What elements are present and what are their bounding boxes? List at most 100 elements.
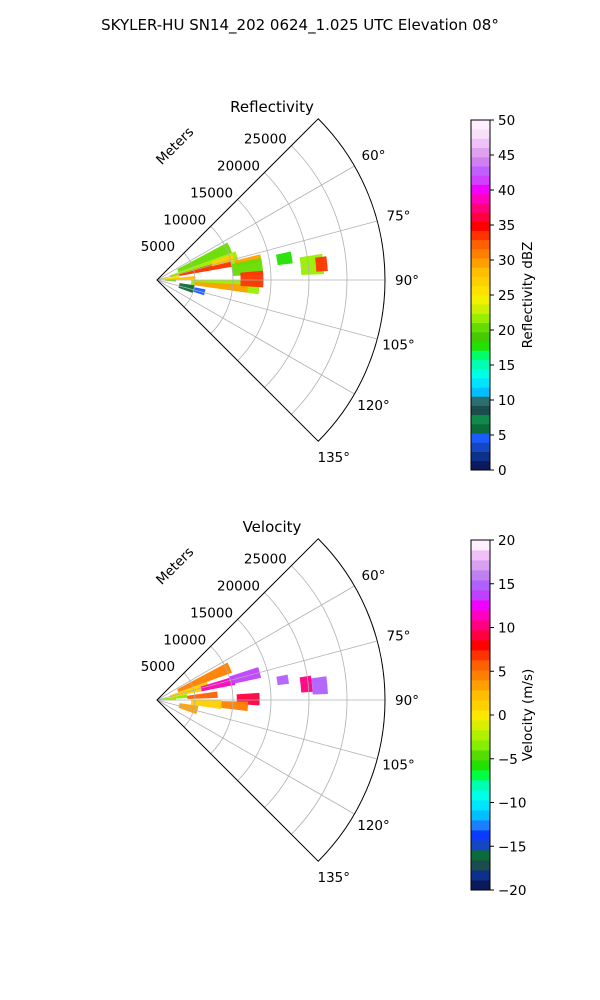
radial-tick-label: 20000: [217, 159, 260, 175]
colorbar-tick-label: −20: [498, 883, 527, 899]
colorbar-segment: [471, 368, 490, 379]
colorbar-segment: [471, 331, 490, 342]
colorbar-segment: [471, 750, 490, 761]
colorbar-segment: [471, 138, 490, 149]
colorbar-tick-label: 30: [498, 253, 515, 269]
azimuth-gridline: [156, 640, 378, 701]
colorbar-segment: [471, 690, 490, 701]
colorbar-segment: [471, 600, 490, 611]
colorbar-segment: [471, 442, 490, 452]
colorbar-segment: [471, 359, 490, 370]
colorbar-tick-label: 0: [498, 708, 507, 724]
radial-tick-label: 5000: [141, 239, 175, 255]
colorbar-segment: [471, 730, 490, 741]
radial-tick-label: 5000: [141, 659, 175, 675]
colorbar-tick-label: 45: [498, 148, 515, 164]
colorbar-tick-label: 5: [498, 428, 507, 444]
azimuth-tick-label: 120°: [357, 398, 390, 414]
colorbar-segment: [471, 740, 490, 751]
colorbar-tick-label: 50: [498, 113, 515, 129]
colorbar-segment: [471, 780, 490, 791]
azimuth-gridline: [156, 585, 355, 701]
azimuth-gridline: [156, 279, 355, 395]
radial-tick-label: 25000: [244, 552, 287, 568]
colorbar-segment: [471, 350, 490, 360]
colorbar-segment: [471, 377, 490, 388]
data-region: [210, 254, 235, 267]
colorbar-tick-label: 20: [498, 323, 515, 339]
colorbar-segment: [471, 248, 490, 259]
colorbar-segment: [471, 451, 490, 462]
colorbar-segment: [471, 830, 490, 841]
colorbar-tick-label: 10: [498, 621, 515, 637]
figure-title: SKYLER-HU SN14_202 0624_1.025 UTC Elevat…: [101, 16, 499, 34]
azimuth-tick-label: 90°: [395, 273, 419, 289]
radial-axis-label: Meters: [153, 544, 197, 588]
colorbar-segment: [471, 850, 490, 861]
data-region: [276, 674, 290, 686]
colorbar-tick-label: 10: [498, 393, 515, 409]
radial-tick-label: 10000: [163, 632, 206, 648]
azimuth-tick-label: 75°: [387, 208, 411, 224]
colorbar-segment: [471, 710, 490, 721]
colorbar-segment: [471, 387, 490, 397]
colorbar-segment: [471, 870, 490, 881]
colorbar-segment: [471, 590, 490, 601]
colorbar-segment: [471, 396, 490, 406]
azimuth-tick-label: 60°: [362, 148, 386, 164]
colorbar-segment: [471, 570, 490, 581]
data-region: [164, 276, 195, 280]
colorbar-segment: [471, 405, 490, 416]
colorbar-segment: [471, 202, 490, 213]
data-region: [194, 281, 249, 293]
colorbar-segment: [471, 650, 490, 661]
colorbar-segment: [471, 680, 490, 691]
azimuth-gridline: [156, 699, 355, 815]
colorbar-segment: [471, 120, 490, 130]
colorbar-segment: [471, 166, 490, 176]
radial-tick-label: 15000: [190, 605, 233, 621]
azimuth-tick-label: 90°: [395, 693, 419, 709]
colorbar-segment: [471, 156, 490, 167]
data-region: [311, 676, 328, 695]
azimuth-tick-label: 105°: [382, 758, 415, 774]
colorbar-segment: [471, 620, 490, 631]
azimuth-gridline: [156, 279, 378, 340]
colorbar-tick-label: 0: [498, 463, 507, 479]
data-region: [159, 275, 180, 280]
colorbar-tick-label: −10: [498, 796, 527, 812]
colorbar-tick-label: 25: [498, 288, 515, 304]
colorbar-segment: [471, 230, 490, 241]
data-region: [169, 681, 210, 698]
data-region: [177, 662, 232, 693]
colorbar-segment: [471, 700, 490, 711]
radial-tick-label: 15000: [190, 185, 233, 201]
colorbar-segment: [471, 860, 490, 871]
azimuth-gridline: [156, 220, 378, 281]
data-region: [229, 667, 262, 685]
colorbar-segment: [471, 221, 490, 231]
panel-title: Velocity: [243, 518, 302, 536]
azimuth-gridline: [156, 699, 378, 760]
colorbar-segment: [471, 880, 490, 891]
colorbar-segment: [471, 560, 490, 571]
radial-tick-label: 10000: [163, 212, 206, 228]
data-region: [159, 694, 188, 700]
polar-panel-reflectivity: Reflectivity 5000 10000 15000 20000 25000 Mete…: [141, 98, 536, 479]
colorbar-tick-label: −5: [498, 752, 518, 768]
colorbar-segment: [471, 193, 490, 204]
colorbar-segment: [471, 580, 490, 591]
data-region: [315, 256, 328, 272]
colorbar-segment: [471, 258, 490, 268]
colorbar-segment: [471, 414, 490, 425]
colorbar-tick-label: 15: [498, 577, 515, 593]
colorbar-segment: [471, 285, 490, 296]
colorbar-segment: [471, 239, 490, 250]
colorbar-segment: [471, 630, 490, 641]
colorbar-segment: [471, 276, 490, 287]
colorbar: 0 5 10 15 20 25 30 35 40 45 50 Reflectivity dBZ: [470, 113, 536, 479]
colorbar-segment: [471, 840, 490, 851]
azimuth-gridline: [156, 165, 355, 281]
sector-frame: [156, 538, 386, 862]
